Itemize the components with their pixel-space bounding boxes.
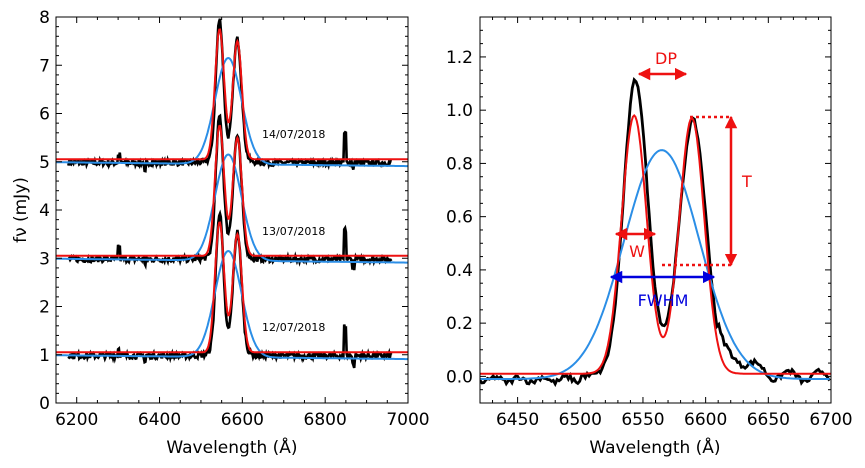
left-tick-labels: 6200 6400 6600 6800 7000 0 1 2 3 4 5 6 7 8 [39, 8, 429, 430]
right-x-tick-label: 6550 [621, 410, 664, 430]
right-y-tick-label: 0.4 [446, 261, 473, 281]
gaussian-fit-1 [56, 56, 408, 168]
right-y-tick-label: 1.2 [446, 48, 473, 68]
left-plot-area [56, 18, 408, 369]
right-x-tick-label: 6450 [496, 410, 539, 430]
right-tick-labels: 6450 6500 6550 6600 6650 6700 0.0 0.2 0.4 0.6 0.8 1… [446, 48, 853, 430]
right-annotations: DP T W FWHM [609, 49, 752, 310]
right-x-tick-label: 6500 [559, 410, 602, 430]
right-y-tick-label: 0.0 [446, 367, 473, 387]
left-y-axis-label: fν (mJy) [11, 177, 31, 243]
double-peak-fit-2 [56, 124, 408, 257]
right-x-tick-label: 6650 [747, 410, 790, 430]
double-peak-fit-3 [56, 221, 408, 354]
double-peak-fit-1 [56, 28, 408, 161]
date-label-3: 12/07/2018 [262, 321, 325, 334]
left-y-tick-label: 8 [39, 8, 50, 28]
w-label: W [629, 242, 645, 261]
t-label: T [741, 172, 752, 191]
left-y-tick-label: 0 [39, 394, 50, 414]
right-x-tick-label: 6700 [809, 410, 852, 430]
observed-spectrum-1 [67, 18, 393, 173]
observed-spectrum [480, 76, 831, 388]
gaussian-fit [480, 149, 830, 380]
left-panel: 6200 6400 6600 6800 7000 0 1 2 3 4 5 6 7 8 14/07/2018… [11, 8, 430, 458]
right-plot-area [480, 76, 831, 388]
date-label-1: 14/07/2018 [262, 128, 325, 141]
right-ticks [479, 16, 832, 404]
left-x-axis-label: Wavelength (Å) [166, 436, 297, 458]
gaussian-fit-2 [56, 153, 408, 264]
left-y-tick-label: 1 [39, 346, 50, 366]
right-y-tick-label: 1.0 [446, 101, 473, 121]
left-x-tick-label: 7000 [386, 410, 429, 430]
right-y-tick-label: 0.8 [446, 154, 473, 174]
left-ticks [55, 16, 409, 404]
double-peak-fit [480, 114, 831, 375]
observed-spectrum-3 [67, 209, 393, 369]
left-y-tick-label: 6 [39, 105, 50, 125]
left-y-tick-label: 2 [39, 298, 50, 318]
left-x-tick-label: 6400 [138, 410, 181, 430]
left-x-tick-label: 6800 [304, 410, 347, 430]
right-x-tick-label: 6600 [684, 410, 727, 430]
right-y-tick-label: 0.2 [446, 314, 473, 334]
left-y-tick-label: 7 [39, 56, 50, 76]
dp-label: DP [655, 49, 677, 68]
left-x-tick-label: 6200 [55, 410, 98, 430]
gaussian-fit-3 [56, 249, 408, 361]
right-x-axis-label: Wavelength (Å) [589, 436, 720, 458]
left-y-tick-label: 4 [39, 201, 50, 221]
fwhm-label: FWHM [638, 291, 689, 310]
left-y-tick-label: 3 [39, 249, 50, 269]
left-x-tick-label: 6600 [221, 410, 264, 430]
right-y-tick-label: 0.6 [446, 208, 473, 228]
left-y-tick-label: 5 [39, 153, 50, 173]
right-panel: 6450 6500 6550 6600 6650 6700 0.0 0.2 0.4 0.6 0.8 1… [446, 16, 853, 458]
date-label-2: 13/07/2018 [262, 225, 325, 238]
